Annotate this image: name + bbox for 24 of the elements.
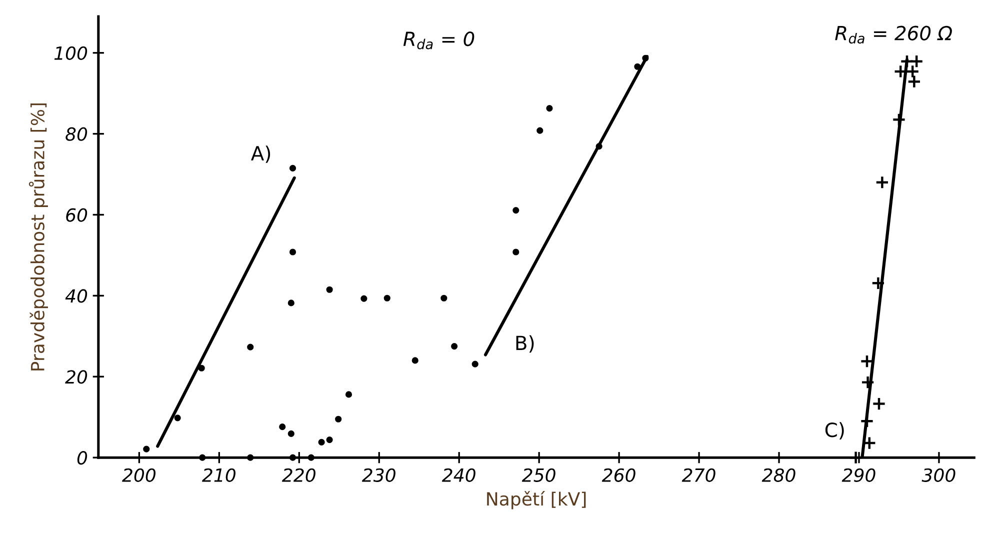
x-tick-label: 210 (202, 468, 236, 482)
x-tick-label: 300 (922, 468, 956, 482)
y-tick-label: 80 (66, 127, 88, 141)
annotation: C) (825, 422, 844, 440)
x-tick-label: 220 (282, 468, 316, 482)
annotation: R$_{da}$ = 260 Ω (835, 26, 952, 44)
x-tick-label: 260 (602, 468, 636, 482)
x-tick-label: 270 (682, 468, 716, 482)
x-tick-label: 240 (442, 468, 476, 482)
x-tick-label: 250 (522, 468, 556, 482)
annotation: A) (251, 146, 270, 163)
annotation: B) (516, 335, 534, 353)
y-tick-label: 40 (65, 289, 88, 303)
y-tick-label: 100 (54, 46, 88, 60)
y-tick-label: 20 (65, 370, 88, 384)
x-axis-title: Napětí [kV] (487, 491, 586, 510)
y-tick-label: 60 (66, 208, 88, 222)
y-axis-title: Pravděpodobnost průrazu [%] (28, 103, 48, 370)
x-tick-label: 280 (762, 468, 796, 482)
annotation: R$_{da}$ = 0 (403, 31, 474, 50)
x-tick-label: 200 (122, 468, 156, 482)
y-tick-label: 0 (77, 451, 88, 465)
x-tick-label: 230 (362, 468, 396, 482)
x-tick-label: 290 (842, 468, 876, 482)
